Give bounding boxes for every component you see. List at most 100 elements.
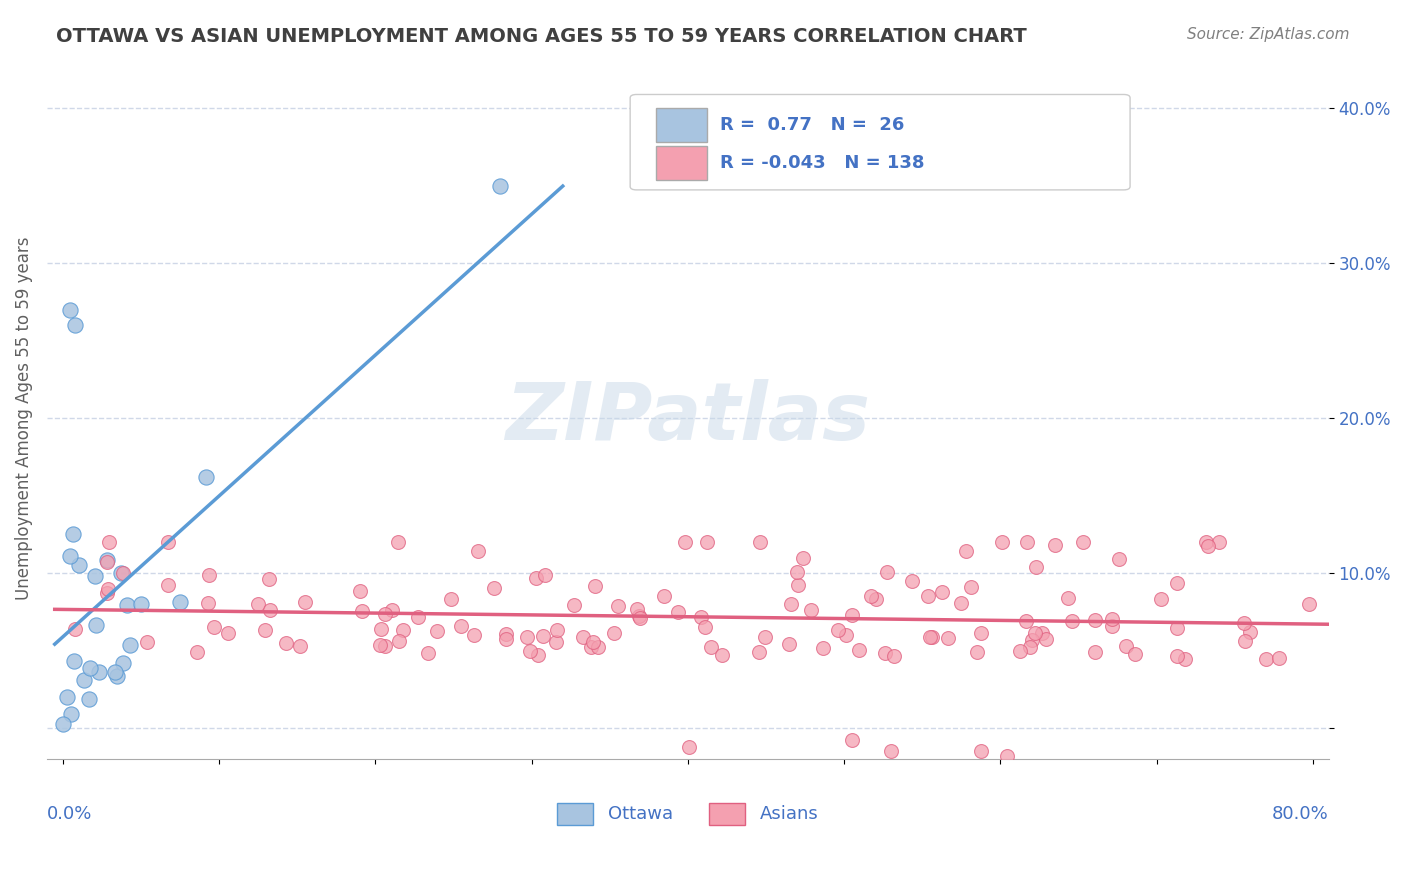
Point	[696, 535, 718, 549]
Point	[467, 544, 489, 558]
Point	[77, 692, 100, 706]
Legend: Ottawa, Asians: Ottawa, Asians	[550, 796, 825, 831]
Point	[1150, 592, 1173, 607]
Point	[865, 591, 887, 606]
Point	[463, 628, 485, 642]
Point	[1166, 649, 1188, 664]
Point	[970, 744, 993, 758]
Text: ZIPatlas: ZIPatlas	[505, 379, 870, 458]
Point	[516, 630, 538, 644]
Point	[96, 586, 118, 600]
Point	[156, 578, 179, 592]
Point	[880, 744, 903, 758]
Point	[800, 603, 823, 617]
Point	[416, 646, 439, 660]
Point	[105, 668, 128, 682]
Point	[59, 302, 82, 317]
Point	[1060, 614, 1083, 628]
Point	[1043, 538, 1066, 552]
Point	[571, 630, 593, 644]
Point	[381, 603, 404, 617]
Point	[936, 632, 959, 646]
Point	[63, 655, 86, 669]
Point	[1197, 539, 1219, 553]
Point	[666, 605, 689, 619]
Point	[673, 535, 696, 549]
Point	[1233, 634, 1256, 648]
Point	[917, 590, 939, 604]
Point	[628, 609, 651, 624]
Point	[388, 634, 411, 648]
Point	[848, 643, 870, 657]
Point	[779, 597, 801, 611]
Point	[73, 673, 96, 688]
Point	[62, 527, 84, 541]
Point	[89, 665, 111, 679]
Point	[921, 630, 943, 644]
Point	[628, 611, 651, 625]
Point	[626, 601, 648, 615]
Point	[546, 634, 568, 648]
Point	[217, 626, 239, 640]
Point	[197, 596, 219, 610]
Point	[392, 624, 415, 638]
Text: R = -0.043   N = 138: R = -0.043 N = 138	[720, 153, 924, 171]
Point	[1233, 615, 1256, 630]
Point	[1084, 613, 1107, 627]
Point	[920, 630, 942, 644]
Point	[1123, 647, 1146, 661]
Point	[991, 535, 1014, 549]
Point	[60, 706, 83, 721]
Point	[754, 630, 776, 644]
Point	[1008, 644, 1031, 658]
Point	[519, 644, 541, 658]
Point	[111, 657, 134, 671]
Point	[901, 574, 924, 588]
Point	[495, 632, 517, 646]
Point	[274, 636, 297, 650]
Point	[83, 568, 105, 582]
Point	[711, 648, 734, 662]
Point	[966, 645, 988, 659]
Point	[883, 649, 905, 664]
Point	[198, 568, 221, 582]
Point	[841, 733, 863, 747]
Point	[700, 640, 723, 654]
Point	[63, 318, 86, 333]
Point	[387, 535, 409, 549]
Point	[169, 594, 191, 608]
Point	[827, 624, 849, 638]
Point	[247, 597, 270, 611]
Point	[583, 579, 606, 593]
Point	[603, 625, 626, 640]
Point	[860, 590, 883, 604]
Point	[579, 640, 602, 654]
Point	[1101, 618, 1123, 632]
Point	[533, 568, 555, 582]
Point	[562, 598, 585, 612]
Point	[1015, 614, 1038, 628]
Point	[294, 595, 316, 609]
Point	[835, 628, 858, 642]
Point	[253, 624, 276, 638]
Point	[489, 178, 512, 193]
Point	[690, 610, 713, 624]
Point	[1017, 535, 1039, 549]
Text: 0.0%: 0.0%	[46, 805, 93, 823]
Point	[79, 661, 101, 675]
Point	[97, 535, 120, 549]
Point	[67, 558, 90, 572]
Point	[118, 638, 141, 652]
Point	[786, 565, 808, 579]
Point	[288, 639, 311, 653]
Text: 80.0%: 80.0%	[1272, 805, 1329, 823]
Point	[652, 590, 675, 604]
Point	[970, 625, 993, 640]
Point	[1021, 632, 1043, 647]
Point	[1166, 576, 1188, 591]
Point	[63, 622, 86, 636]
FancyBboxPatch shape	[630, 95, 1130, 190]
Point	[450, 619, 472, 633]
Point	[349, 584, 371, 599]
Point	[52, 717, 75, 731]
